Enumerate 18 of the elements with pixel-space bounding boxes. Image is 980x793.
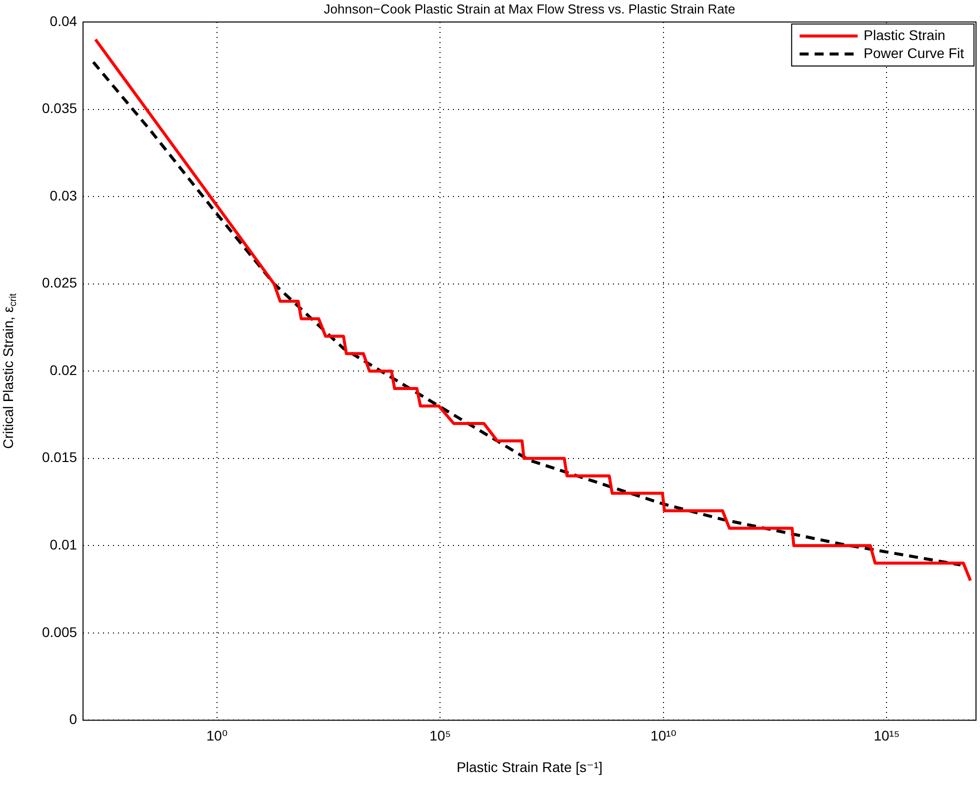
y-tick-label: 0.03 <box>50 187 78 204</box>
x-axis-title: Plastic Strain Rate [s⁻¹] <box>456 759 602 776</box>
y-tick-label: 0 <box>69 711 78 728</box>
x-tick-label: 10⁵ <box>430 727 451 744</box>
y-tick-label: 0.005 <box>42 624 78 640</box>
y-tick-label: 0.01 <box>50 536 78 553</box>
legend-label: Plastic Strain <box>864 26 946 43</box>
x-tick-label: 10¹⁵ <box>874 727 900 744</box>
y-tick-label: 0.04 <box>50 12 78 29</box>
x-tick-label: 10⁰ <box>206 727 228 744</box>
y-tick-label: 0.035 <box>42 100 78 116</box>
legend-label: Power Curve Fit <box>864 44 964 61</box>
chart-title: Johnson−Cook Plastic Strain at Max Flow Stress vs. Plastic Strain Rate <box>324 2 736 17</box>
y-tick-label: 0.015 <box>42 449 78 466</box>
x-tick-label: 10¹⁰ <box>650 727 677 744</box>
y-axis-title: Critical Plastic Strain, εcrit <box>0 293 19 449</box>
y-tick-label: 0.02 <box>50 362 78 378</box>
y-tick-label: 0.025 <box>42 274 78 291</box>
